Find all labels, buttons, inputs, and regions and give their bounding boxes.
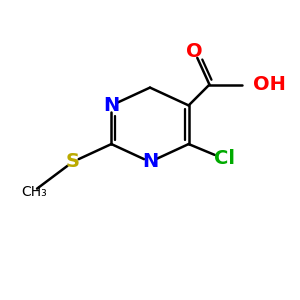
Text: O: O [186, 42, 203, 62]
Text: N: N [142, 152, 158, 171]
Text: S: S [66, 152, 80, 171]
Text: CH₃: CH₃ [21, 184, 47, 199]
Text: OH: OH [253, 75, 285, 94]
Text: N: N [103, 96, 119, 115]
Text: Cl: Cl [214, 149, 235, 168]
